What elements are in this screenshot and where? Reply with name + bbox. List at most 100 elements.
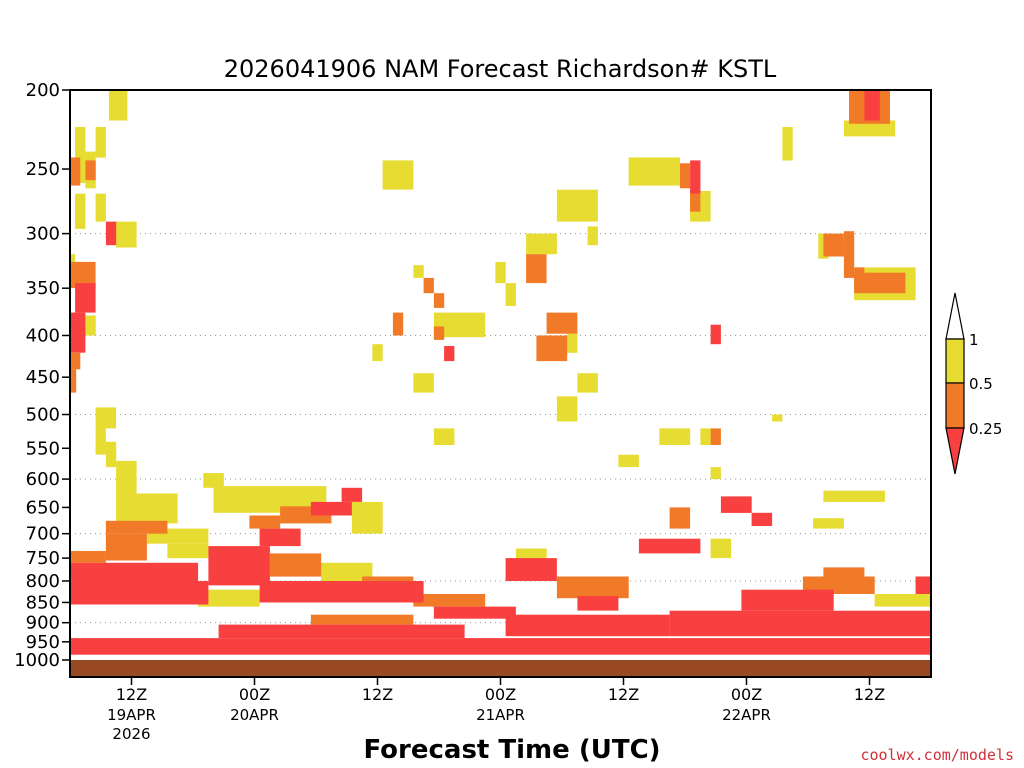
heat-cell-yellow [85,315,96,336]
heat-cell-orange [413,594,486,607]
heat-cell-yellow [95,193,106,222]
heat-cell-orange [536,335,568,362]
heat-cell-orange [423,277,434,294]
x-tick-label: 12Z [116,685,147,704]
heat-cell-yellow [505,283,516,306]
y-tick-label: 500 [26,405,60,426]
heat-cell-yellow [823,490,885,502]
heat-cell-yellow [413,373,434,393]
heat-cell-yellow [556,189,598,222]
heat-cell-orange [854,272,906,294]
legend-label-0.25: 0.25 [969,420,1002,438]
heat-cell-yellow [321,562,373,581]
x-tick-year: 2026 [112,725,150,743]
heat-cell-yellow [433,428,455,445]
heat-cell-red [259,528,301,547]
heat-cell-yellow [782,127,793,161]
y-tick-label: 650 [26,497,60,518]
heat-cell-orange [70,551,106,563]
heat-cell-red [208,546,270,586]
heat-cell-yellow [372,344,383,362]
heat-cell-yellow [75,193,86,229]
legend-label-1: 1 [969,331,979,349]
x-tick-date: 20APR [230,706,279,724]
heat-cell-orange [679,163,691,189]
colorbar-legend: 1 0.5 0.25 [945,292,1002,475]
heat-cell-yellow [813,518,844,529]
heat-cell-red [720,496,752,513]
heat-cell-orange [310,614,414,625]
heat-cell-orange [690,191,701,212]
heat-cell-yellow [116,460,137,494]
heat-cell-red [341,487,363,502]
chart-title: 2026041906 NAM Forecast Richardson# KSTL [224,55,777,83]
y-tick-label: 300 [26,224,60,245]
heat-cell-orange [526,254,547,284]
heat-cell-orange [85,160,96,181]
heat-cell-yellow [75,127,86,183]
heat-cell-yellow [515,548,547,559]
heat-cell-red [505,558,557,581]
heat-cell-yellow [95,127,106,158]
heat-cell-yellow [618,454,639,468]
heat-cell-yellow [108,90,128,121]
heat-cell-yellow [628,157,680,186]
x-tick-date: 21APR [476,706,525,724]
heat-cell-yellow [710,538,732,559]
heat-cell-yellow [874,594,931,607]
heat-cell-yellow [577,373,598,393]
x-axis-title: Forecast Time (UTC) [363,735,660,765]
heat-cell-red [70,562,199,581]
heat-cell-orange [823,567,865,579]
plot-area [69,89,932,678]
heat-cell-yellow [843,120,896,137]
credit-text[interactable]: coolwx.com/models [860,746,1014,764]
heat-cell-red [710,324,721,345]
heat-cell-red [751,512,773,526]
heat-cell-orange [802,576,875,594]
heat-cell-yellow [413,265,424,278]
y-tick-label: 350 [26,278,60,299]
legend-swatch-orange [945,382,965,429]
heat-cell-orange [70,157,81,186]
heat-cell-red [690,160,701,194]
heat-cell-yellow [116,493,178,524]
heat-cell-red [577,596,619,611]
heat-cell-red [105,221,117,246]
heat-cell-red [669,610,931,637]
heat-cell-yellow [526,233,557,255]
heat-cell-red [259,581,424,603]
heat-cell-red [505,614,670,637]
y-tick-label: 450 [26,367,60,388]
heat-cell-yellow [116,221,137,248]
heat-cell-red [70,312,86,353]
heat-cell-red [70,581,209,605]
x-tick-label: 12Z [854,685,885,704]
y-tick-label: 750 [26,548,60,569]
heat-cell-yellow [495,261,506,284]
heat-cell-yellow [95,428,106,455]
heat-cell-yellow [203,473,224,488]
heat-cell-orange [843,231,855,278]
heat-cell-yellow [198,589,260,607]
heat-cell-yellow [587,226,598,246]
heat-cell-yellow [95,407,117,429]
x-tick-label: 00Z [485,685,516,704]
y-tick-label: 950 [26,632,60,653]
heat-cell-orange [433,326,445,340]
heat-cell-red [433,606,516,619]
y-tick-label: 550 [26,438,60,459]
legend-arrow-bottom [945,427,965,475]
y-tick-label: 1000 [14,650,60,671]
heat-cell-orange [392,312,404,336]
heat-cell-orange [823,233,844,257]
y-tick-label: 700 [26,524,60,545]
heat-cell-orange [854,267,865,278]
y-tick-label: 850 [26,592,60,613]
y-tick-label: 400 [26,325,60,346]
heat-cell-red [864,90,880,121]
x-tick-label: 12Z [608,685,639,704]
y-tick-label: 250 [26,159,60,180]
